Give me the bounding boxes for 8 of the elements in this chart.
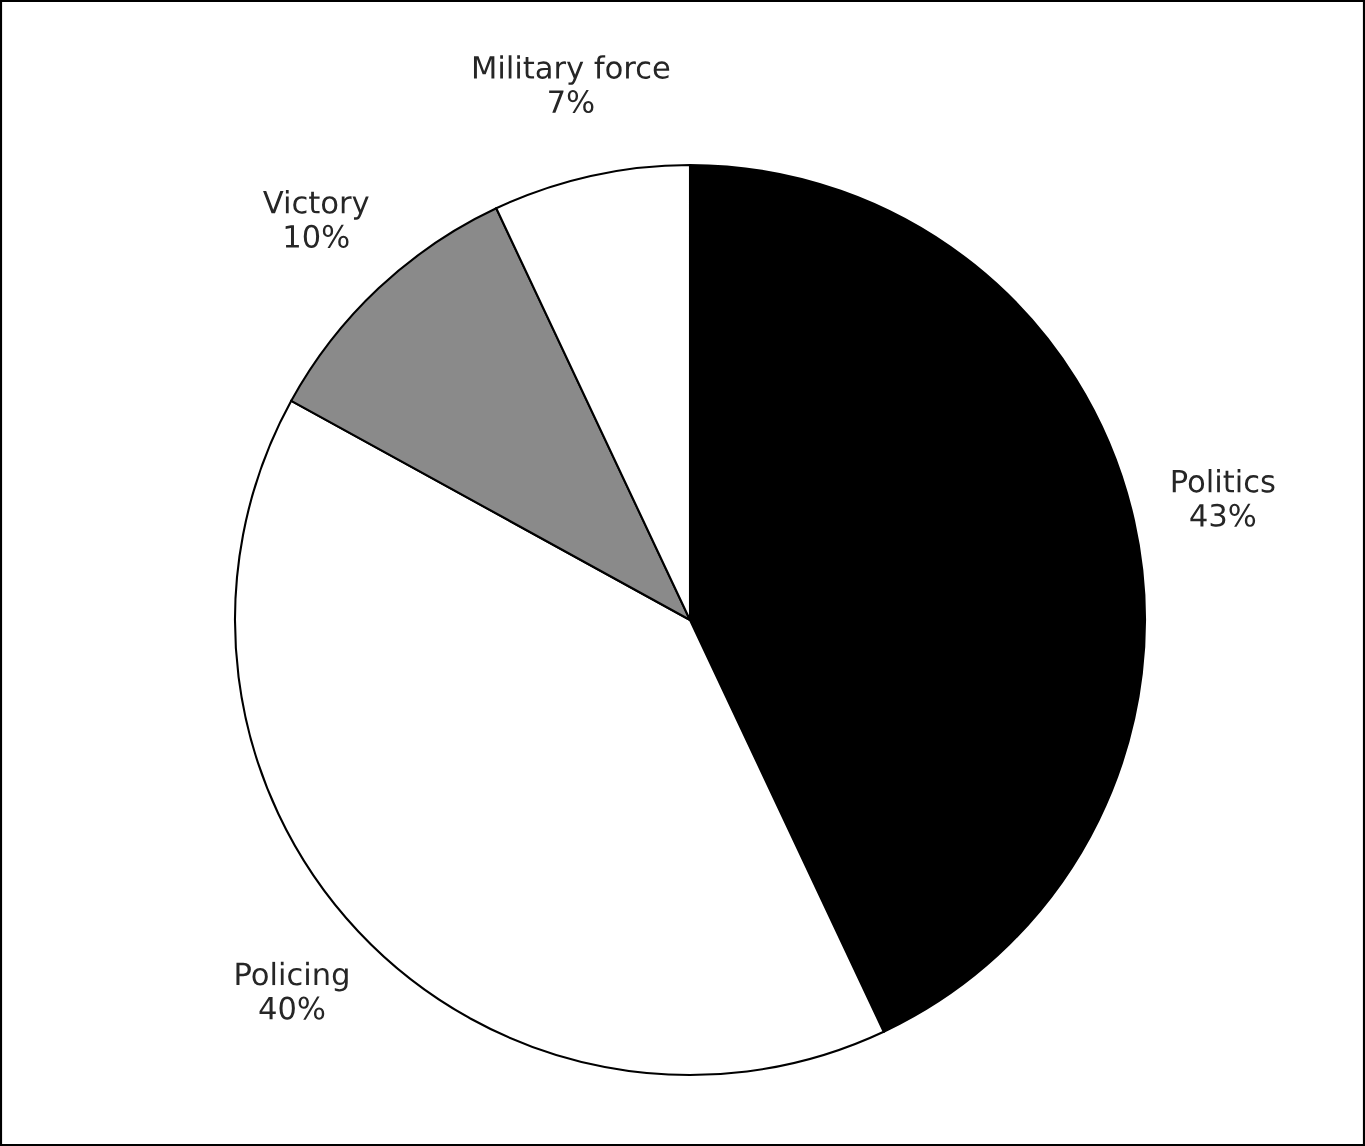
slice-label: Military force [473,55,670,85]
data-label: 10% [285,224,349,248]
slice-label: Policing [236,961,348,992]
slice-label: Politics [1172,469,1275,493]
slice-label: Victory [263,190,369,220]
data-label: 7% [549,90,594,114]
data-label: 40% [259,996,325,1020]
data-label: 43% [1190,503,1256,527]
